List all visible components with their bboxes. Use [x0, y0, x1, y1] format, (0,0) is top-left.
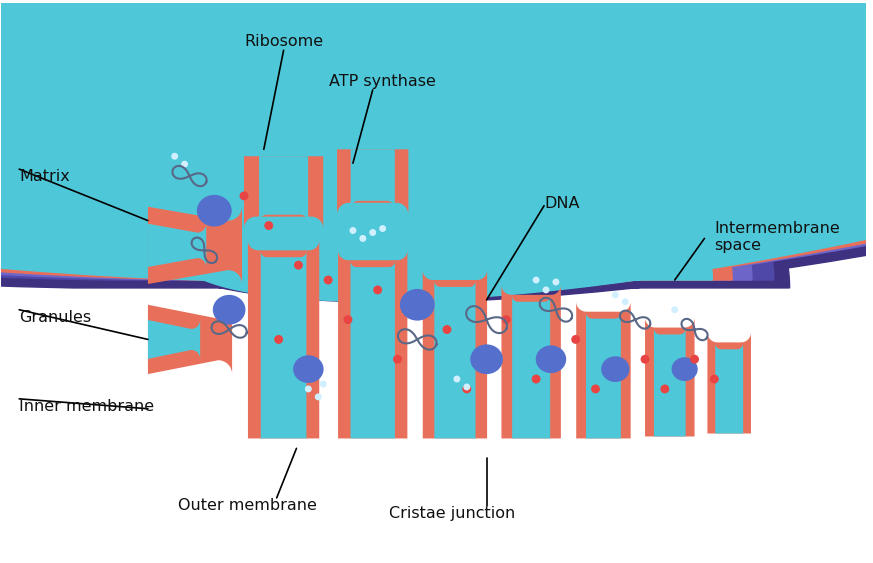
- Ellipse shape: [294, 261, 303, 270]
- Polygon shape: [148, 207, 242, 284]
- Polygon shape: [0, 0, 873, 301]
- Ellipse shape: [671, 358, 698, 381]
- Ellipse shape: [601, 356, 629, 382]
- Ellipse shape: [369, 229, 376, 236]
- Ellipse shape: [239, 191, 249, 200]
- Polygon shape: [259, 157, 308, 222]
- Ellipse shape: [612, 292, 619, 298]
- Text: Matrix: Matrix: [19, 169, 70, 184]
- Ellipse shape: [181, 160, 188, 168]
- Polygon shape: [654, 329, 685, 436]
- Text: Ribosome: Ribosome: [244, 34, 323, 50]
- Ellipse shape: [393, 355, 402, 364]
- Polygon shape: [351, 261, 395, 439]
- Text: Inner membrane: Inner membrane: [19, 399, 155, 414]
- Ellipse shape: [464, 383, 471, 390]
- Text: Outer membrane: Outer membrane: [177, 498, 316, 513]
- Ellipse shape: [660, 385, 670, 394]
- Text: ATP synthase: ATP synthase: [329, 74, 436, 89]
- Polygon shape: [337, 149, 409, 215]
- Ellipse shape: [690, 355, 699, 364]
- Ellipse shape: [502, 315, 511, 324]
- Ellipse shape: [343, 315, 353, 324]
- Ellipse shape: [532, 374, 540, 383]
- Polygon shape: [0, 0, 873, 302]
- Polygon shape: [576, 302, 630, 439]
- Ellipse shape: [542, 287, 549, 293]
- Ellipse shape: [443, 325, 451, 334]
- Polygon shape: [338, 251, 408, 439]
- Ellipse shape: [622, 298, 629, 305]
- Ellipse shape: [171, 153, 178, 160]
- Text: DNA: DNA: [544, 196, 580, 211]
- Polygon shape: [351, 149, 395, 209]
- Polygon shape: [248, 240, 320, 439]
- Ellipse shape: [379, 225, 386, 232]
- Ellipse shape: [571, 335, 581, 344]
- Polygon shape: [261, 251, 306, 439]
- Ellipse shape: [320, 381, 327, 387]
- Polygon shape: [244, 157, 323, 229]
- Ellipse shape: [360, 235, 367, 242]
- Polygon shape: [423, 270, 487, 439]
- Polygon shape: [434, 281, 476, 439]
- Ellipse shape: [374, 285, 382, 294]
- Text: Cristae junction: Cristae junction: [388, 506, 515, 521]
- Polygon shape: [586, 312, 621, 439]
- Ellipse shape: [591, 385, 600, 394]
- Ellipse shape: [471, 345, 503, 374]
- Ellipse shape: [265, 221, 273, 230]
- Ellipse shape: [536, 345, 567, 373]
- Polygon shape: [148, 320, 200, 359]
- Polygon shape: [0, 0, 873, 298]
- Polygon shape: [0, 0, 873, 295]
- Polygon shape: [707, 333, 751, 434]
- Ellipse shape: [671, 306, 678, 313]
- Ellipse shape: [710, 374, 718, 383]
- Ellipse shape: [349, 227, 356, 234]
- Text: Granules: Granules: [19, 310, 92, 325]
- Ellipse shape: [305, 386, 312, 392]
- Ellipse shape: [196, 195, 231, 226]
- Ellipse shape: [553, 279, 560, 285]
- Ellipse shape: [400, 289, 435, 320]
- Ellipse shape: [463, 385, 471, 394]
- Ellipse shape: [324, 275, 333, 284]
- Polygon shape: [148, 224, 206, 267]
- Ellipse shape: [533, 276, 540, 284]
- Ellipse shape: [293, 355, 324, 383]
- Ellipse shape: [274, 335, 283, 344]
- Polygon shape: [0, 0, 873, 297]
- Polygon shape: [148, 305, 232, 374]
- Ellipse shape: [641, 355, 650, 364]
- Ellipse shape: [315, 394, 322, 400]
- Polygon shape: [501, 285, 560, 439]
- Polygon shape: [715, 343, 743, 434]
- Polygon shape: [512, 296, 550, 439]
- Text: Intermembrane
space: Intermembrane space: [714, 221, 840, 253]
- Ellipse shape: [453, 376, 460, 382]
- Polygon shape: [645, 318, 695, 436]
- Ellipse shape: [213, 295, 245, 325]
